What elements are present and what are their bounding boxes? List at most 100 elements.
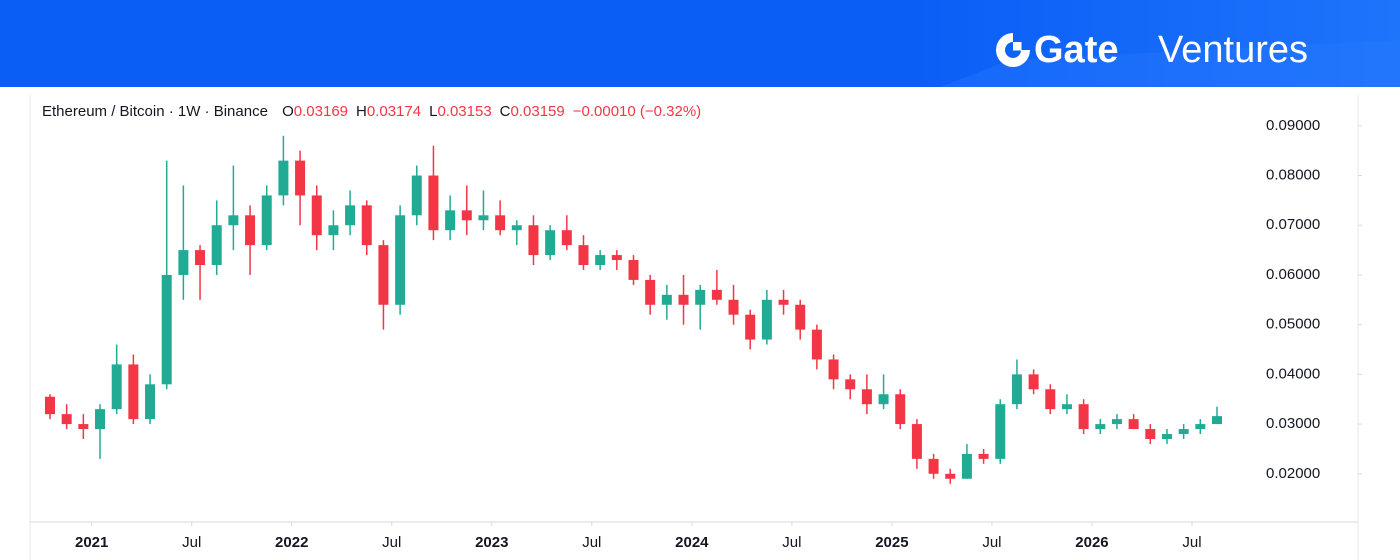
- y-tick-label: 0.06000: [1266, 266, 1320, 283]
- candle-body: [1178, 429, 1189, 435]
- candle-body: [611, 255, 622, 261]
- candle-body: [578, 245, 589, 266]
- candle-body: [311, 195, 322, 236]
- candle-body: [1195, 424, 1206, 430]
- header-accent: [940, 40, 1400, 87]
- y-tick-label: 0.08000: [1266, 166, 1320, 183]
- candle-body: [928, 458, 939, 474]
- ohlc-label: L: [429, 103, 437, 120]
- candle-body: [1161, 434, 1172, 439]
- candle-body: [211, 225, 222, 266]
- y-tick-label: 0.04000: [1266, 365, 1320, 382]
- candle-body: [745, 314, 756, 340]
- y-tick-label: 0.07000: [1266, 216, 1320, 233]
- candle-body: [161, 274, 172, 385]
- candle-body: [1011, 374, 1022, 405]
- x-tick-label: Jul: [582, 534, 601, 551]
- candle-body: [845, 379, 856, 390]
- candle-body: [995, 404, 1006, 459]
- candle-body: [345, 205, 356, 226]
- candle-body: [595, 255, 606, 266]
- candle-body: [545, 230, 556, 256]
- candle-body: [678, 294, 689, 305]
- candle-body: [911, 424, 922, 459]
- candle-body: [1211, 416, 1222, 425]
- candle-body: [178, 250, 189, 275]
- ohlc-value: 0.03174: [367, 103, 421, 120]
- candle-body: [795, 304, 806, 330]
- header-band: [0, 0, 1400, 87]
- candle-body: [511, 225, 522, 231]
- ohlc-label: O: [282, 103, 294, 120]
- x-tick-label: Jul: [982, 534, 1001, 551]
- change: −0.00010 (−0.32%): [573, 103, 701, 120]
- x-tick-label: 2021: [75, 534, 108, 551]
- candle-body: [945, 473, 956, 479]
- candle-body: [1061, 404, 1072, 410]
- candle-body: [1111, 419, 1122, 425]
- candle-body: [295, 160, 306, 196]
- candle-body: [1128, 419, 1139, 430]
- candle-body: [1145, 429, 1156, 439]
- candle-body: [128, 364, 139, 420]
- logo-suffix: Ventures: [1158, 29, 1308, 71]
- candle-body: [478, 215, 489, 221]
- candle-body: [278, 160, 289, 196]
- x-tick-label: Jul: [182, 534, 201, 551]
- y-tick-label: 0.02000: [1266, 465, 1320, 482]
- candle-body: [195, 250, 206, 266]
- candle-body: [145, 384, 156, 420]
- candle-body: [878, 394, 889, 405]
- candle-body: [695, 289, 706, 305]
- candle-body: [661, 294, 672, 305]
- candle-body: [895, 394, 906, 425]
- ohlc-value: 0.03153: [437, 103, 491, 120]
- candle-body: [528, 225, 539, 256]
- logo-icon-square: [1013, 42, 1022, 51]
- symbol-title: Ethereum / Bitcoin · 1W · Binance: [42, 103, 268, 120]
- candle-body: [711, 289, 722, 300]
- candle-body: [395, 215, 406, 305]
- x-tick-label: 2022: [275, 534, 308, 551]
- y-tick-label: 0.03000: [1266, 415, 1320, 432]
- ohlc-label: H: [356, 103, 367, 120]
- x-tick-label: 2026: [1075, 534, 1108, 551]
- candle-body: [61, 414, 72, 425]
- candle-body: [778, 299, 789, 305]
- candle-body: [645, 279, 656, 305]
- logo-brand: Gate: [1034, 29, 1118, 71]
- candle-body: [261, 195, 272, 246]
- candle-body: [245, 215, 256, 246]
- candle-body: [411, 175, 422, 216]
- candle-body: [328, 225, 339, 236]
- candle-body: [1078, 404, 1089, 430]
- candle-body: [561, 230, 572, 246]
- ohlc-value: 0.03169: [294, 103, 348, 120]
- x-tick-label: 2023: [475, 534, 508, 551]
- x-tick-label: 2025: [875, 534, 908, 551]
- ohlc-label: C: [500, 103, 511, 120]
- legend: Ethereum / Bitcoin · 1W · Binance O0.031…: [42, 103, 701, 120]
- x-tick-label: Jul: [382, 534, 401, 551]
- candle-body: [1045, 389, 1056, 410]
- ohlc-value: 0.03159: [511, 103, 565, 120]
- candle-body: [978, 453, 989, 459]
- candle-body: [78, 424, 89, 430]
- candle-body: [761, 299, 772, 340]
- logo: Gate Ventures: [996, 29, 1308, 71]
- candle-body: [495, 215, 506, 231]
- candle-body: [461, 210, 472, 221]
- candle-body: [728, 299, 739, 315]
- logo-icon: [996, 33, 1030, 67]
- candle-body: [95, 409, 106, 430]
- candle-body: [828, 359, 839, 380]
- candle-body: [628, 260, 639, 280]
- x-tick-label: Jul: [1182, 534, 1201, 551]
- candle-body: [45, 396, 56, 415]
- candle-body: [111, 364, 122, 410]
- candle-body: [445, 210, 456, 231]
- candle-body: [428, 175, 439, 231]
- candle-body: [811, 329, 822, 360]
